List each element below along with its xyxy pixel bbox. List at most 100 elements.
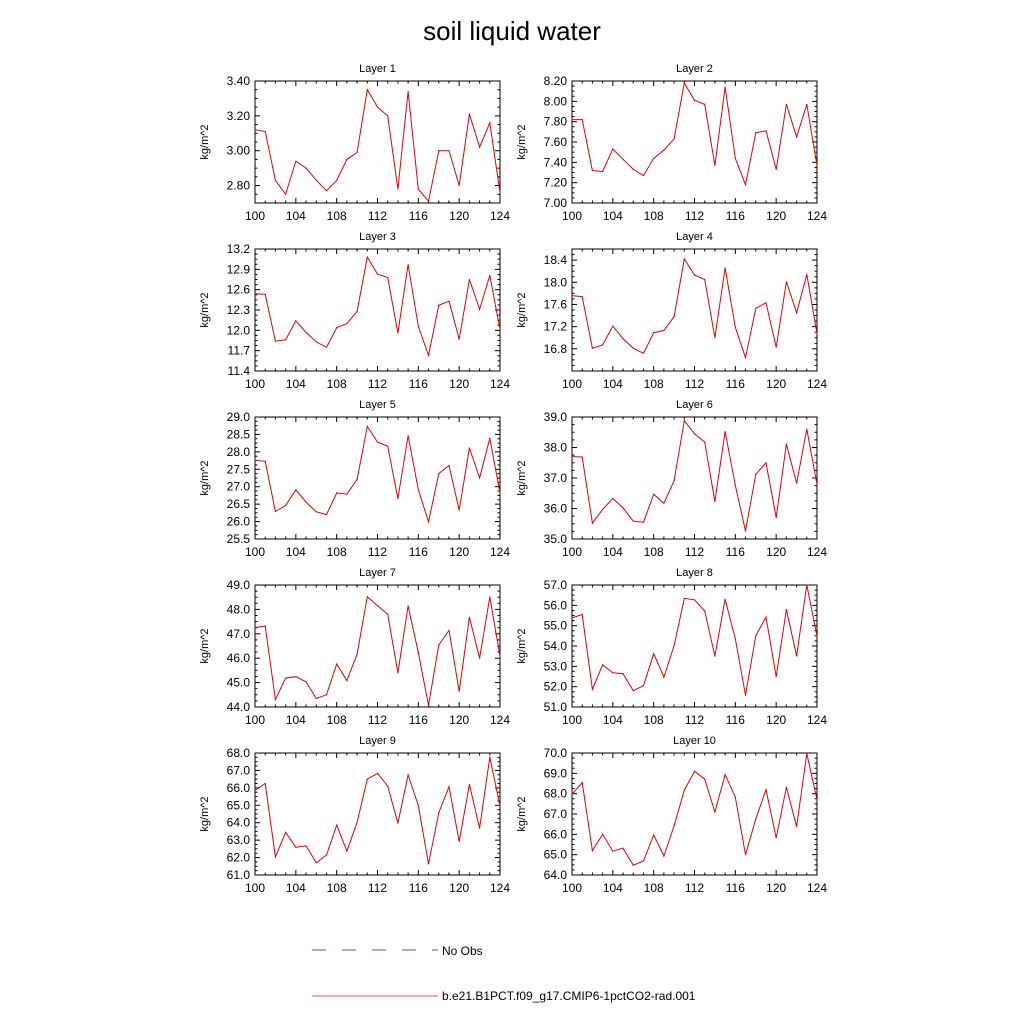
panel-4-data-point <box>663 329 665 332</box>
panel-8-data-point <box>642 685 645 687</box>
panel-2-data-point <box>683 82 685 84</box>
panel-5-ytick-label: 26.0 <box>227 515 251 529</box>
panel-1-data-point <box>254 129 256 131</box>
panel-4-data-point <box>765 302 767 304</box>
panel-9-data-point <box>376 772 379 774</box>
panel-7-ytick-label: 44.0 <box>227 700 251 714</box>
panel-4-ytick-label: 16.8 <box>544 342 568 356</box>
panel-5-xtick-label: 124 <box>490 545 510 559</box>
panel-7-xtick-label: 100 <box>245 713 265 727</box>
panel-3-title: Layer 3 <box>359 231 396 243</box>
panel-9-data-point <box>325 854 328 856</box>
panel-8-data-point <box>704 610 706 612</box>
panel-7-data-point <box>285 677 287 679</box>
panel-6-data-point <box>571 456 573 458</box>
panel-9-data-point <box>285 831 287 833</box>
panel-3-data-point <box>468 278 470 281</box>
panel-4-data-point <box>724 267 726 269</box>
panel-7-data-point <box>458 690 460 692</box>
panel-10-xtick-label: 124 <box>807 881 827 895</box>
panel-2-data-point <box>571 119 573 121</box>
panel-4-xtick-label: 116 <box>726 377 745 391</box>
panel-6-data-point <box>591 522 594 524</box>
panel-2-xtick-label: 112 <box>685 209 704 223</box>
panel-6-xtick-label: 100 <box>562 545 582 559</box>
panel-3-ytick-label: 11.4 <box>228 364 251 378</box>
panel-2-data-point <box>612 148 614 150</box>
panel-7-data-point <box>346 680 348 682</box>
panel-1-ylabel: kg/m^2 <box>199 124 211 159</box>
panel-6-data-point <box>653 493 655 495</box>
panel-6-xtick-label: 104 <box>603 545 623 559</box>
panel-2-xtick-label: 124 <box>807 209 827 223</box>
panel-10: Layer 10 kg/m^2 100 104 108 112 116 120 124 64.0 6… <box>516 735 827 895</box>
panel-2-data-point <box>724 86 726 88</box>
panel-8-data-point <box>622 673 624 675</box>
panel-9-data-point <box>254 789 256 792</box>
panel-1-data-point <box>448 150 450 152</box>
panel-4-data-point <box>795 312 798 314</box>
panel-3-xtick-label: 116 <box>409 377 428 391</box>
panel-9-data-point <box>448 786 450 788</box>
panel-2-data-point <box>806 103 808 105</box>
panel-1-xtick-label: 108 <box>327 209 347 223</box>
panel-8: Layer 8 kg/m^2 100 104 108 112 116 120 124 51.0 52… <box>516 567 827 727</box>
panel-2-data-point <box>795 136 798 138</box>
panel-3-data-point <box>356 310 358 312</box>
panel-4-ytick-label: 17.6 <box>544 297 568 311</box>
panel-7-data-point <box>274 699 277 701</box>
panel-3-data-point <box>325 346 328 348</box>
panel-8-ytick-label: 53.0 <box>544 659 568 673</box>
panel-5-data-point <box>274 510 277 513</box>
panel-4-data-point <box>806 273 808 276</box>
panel-2-data-point <box>816 164 818 166</box>
panel-7-xtick-label: 108 <box>327 713 347 727</box>
panel-8-ytick-label: 52.0 <box>544 680 568 694</box>
panel-2-data-point <box>765 130 767 132</box>
panel-2-data-point <box>653 157 655 159</box>
panel-1-xtick-label: 116 <box>409 209 428 223</box>
panel-1-ytick-label: 3.40 <box>227 74 251 88</box>
panel-1-data-point <box>468 113 470 115</box>
panel-9-xtick-label: 100 <box>245 881 265 895</box>
panel-7-ytick-label: 46.0 <box>227 651 251 665</box>
panel-1-data-point <box>274 179 277 181</box>
panel-4-data-point <box>734 326 736 328</box>
panel-5-ylabel: kg/m^2 <box>199 460 211 495</box>
panel-3-xtick-label: 124 <box>490 377 510 391</box>
panel-2-xtick-label: 116 <box>726 209 745 223</box>
panel-5-ytick-label: 26.5 <box>227 497 251 511</box>
panel-5-xtick-label: 100 <box>245 545 265 559</box>
panel-8-data-point <box>765 616 767 618</box>
panel-1-xtick-label: 104 <box>286 209 306 223</box>
panel-3-data-point <box>254 293 256 295</box>
panel-10-ytick-label: 67.0 <box>544 807 568 821</box>
panel-8-ytick-label: 57.0 <box>544 578 568 592</box>
panel-8-xtick-label: 112 <box>685 713 704 727</box>
panel-7-ytick-label: 47.0 <box>227 627 251 641</box>
panel-9-data-point <box>274 856 277 858</box>
panel-10-data-point <box>612 850 614 852</box>
panel-6-xtick-label: 116 <box>726 545 745 559</box>
panel-4-data-point <box>785 281 787 283</box>
panel-6-data-point <box>816 484 818 486</box>
panel-5-data-point <box>417 488 419 491</box>
panel-1-data-point <box>325 190 328 192</box>
panel-7-xtick-label: 124 <box>490 713 510 727</box>
panel-2-data-point <box>673 138 675 140</box>
panel-2-data-point <box>734 157 736 159</box>
panel-10-data-point <box>663 855 665 857</box>
panel-1-xtick-label: 112 <box>368 209 387 223</box>
panel-3-xtick-label: 120 <box>449 377 469 391</box>
panel-4-xtick-label: 120 <box>766 377 786 391</box>
panel-1-data-point <box>438 150 440 152</box>
panel-5-ytick-label: 27.0 <box>227 480 251 494</box>
panel-10-ylabel: kg/m^2 <box>516 796 528 831</box>
panel-8-data-point <box>806 584 808 586</box>
panel-1-data-point <box>417 188 419 190</box>
panel-7-data-point <box>264 625 266 627</box>
legend-no-obs-label: No Obs <box>442 944 483 958</box>
panel-8-data-point <box>612 672 614 674</box>
panel-3-ytick-label: 12.9 <box>227 262 251 276</box>
